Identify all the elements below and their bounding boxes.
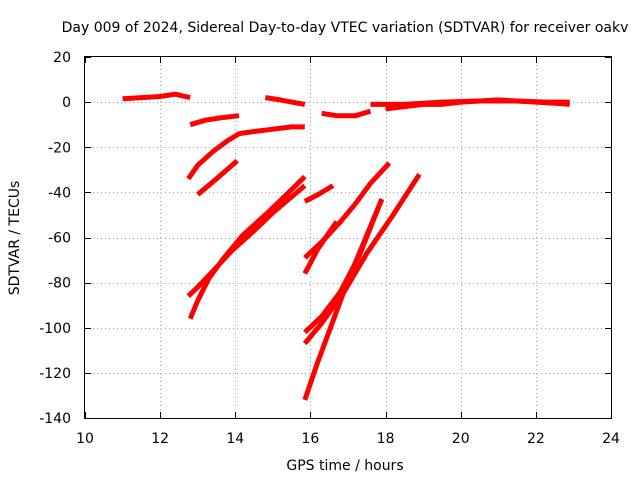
series-track-14: [321, 108, 372, 119]
data-series: [122, 91, 570, 401]
y-axis-label: SDTVAR / TECUs: [7, 181, 23, 296]
x-tick-label: 20: [452, 431, 470, 447]
chart-title: Day 009 of 2024, Sidereal Day-to-day VTE…: [62, 20, 629, 36]
y-tick-label: -80: [48, 276, 71, 292]
x-tick-label: 22: [527, 431, 545, 447]
axis-ticks: 10 12 14 16 18 20 22 24 20 0 -20 -40 -60 -80 -100 -120 -…: [39, 50, 620, 447]
grid-lines: [85, 57, 611, 418]
series-track-10: [303, 161, 392, 260]
y-tick-label: -120: [39, 366, 71, 382]
series-track-8: [303, 183, 335, 204]
series-track-13: [302, 198, 385, 401]
series-track-1: [122, 91, 191, 102]
y-tick-label: 0: [62, 95, 71, 111]
x-tick-label: 16: [302, 431, 320, 447]
x-axis-label: GPS time / hours: [286, 458, 403, 474]
x-tick-label: 14: [226, 431, 244, 447]
y-tick-label: -100: [39, 321, 71, 337]
y-tick-label: -40: [48, 185, 71, 201]
y-tick-label: 20: [53, 50, 71, 66]
series-track-6: [187, 174, 307, 320]
series-track-12: [302, 172, 422, 346]
series-track-16: [385, 97, 570, 112]
y-tick-label: -60: [48, 231, 71, 247]
x-tick-label: 12: [151, 431, 169, 447]
y-tick-label: -140: [39, 411, 71, 427]
x-tick-label: 10: [76, 431, 94, 447]
x-tick-label: 24: [602, 431, 620, 447]
series-track-3: [186, 124, 305, 181]
series-track-2: [189, 113, 240, 128]
plot-frame: [84, 56, 612, 419]
y-tick-label: -20: [48, 140, 71, 156]
series-track-5: [186, 183, 307, 298]
series-track-4: [196, 158, 239, 197]
x-tick-label: 18: [377, 431, 395, 447]
series-track-7: [264, 95, 306, 107]
